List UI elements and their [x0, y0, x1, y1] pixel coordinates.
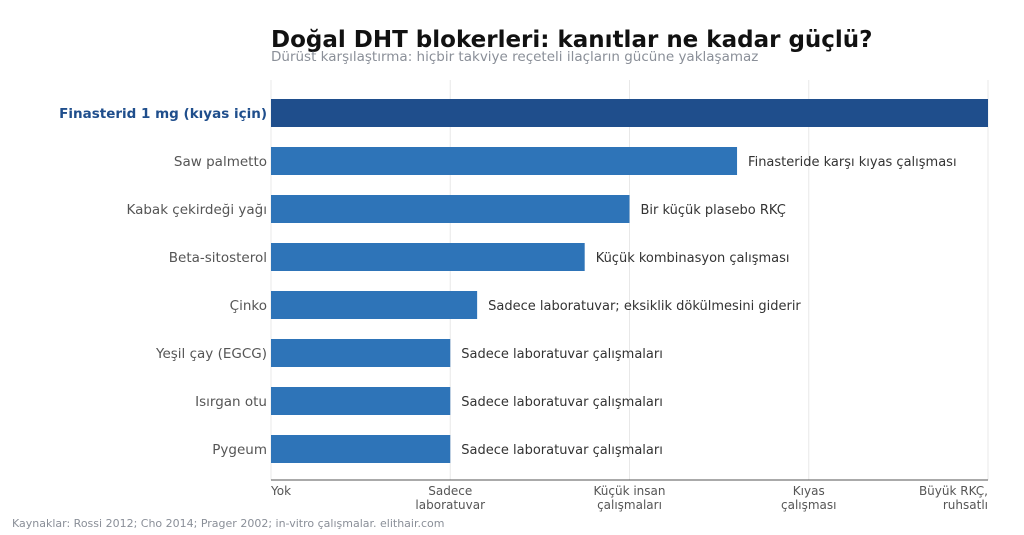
bar-2 — [271, 195, 630, 223]
category-label-0: Finasterid 1 mg (kıyas için) — [59, 106, 267, 122]
category-label-5: Yeşil çay (EGCG) — [155, 346, 267, 362]
x-tick-label-2: Küçük insan çalışmaları — [594, 484, 666, 512]
bar-annotation-4: Sadece laboratuvar; eksiklik dökülmesini… — [488, 299, 801, 314]
bar-1 — [271, 147, 738, 175]
category-label-6: Isırgan otu — [195, 394, 267, 410]
source-footer: Kaynaklar: Rossi 2012; Cho 2014; Prager … — [12, 517, 445, 530]
bar-annotation-3: Küçük kombinasyon çalışması — [596, 251, 790, 266]
category-label-4: Çinko — [230, 298, 267, 314]
bar-7 — [271, 435, 451, 463]
category-label-1: Saw palmetto — [174, 154, 267, 170]
x-tick-label-1: Sadece laboratuvar — [415, 484, 485, 512]
chart-subtitle: Dürüst karşılaştırma: hiçbir takviye reç… — [271, 49, 759, 65]
bar-6 — [271, 387, 451, 415]
x-tick-label-4: Büyük RKÇ, ruhsatlı — [919, 484, 988, 512]
bar-annotation-7: Sadece laboratuvar çalışmaları — [461, 443, 663, 458]
bar-annotation-2: Bir küçük plasebo RKÇ — [641, 203, 786, 218]
bar-5 — [271, 339, 451, 367]
bar-0 — [271, 99, 988, 127]
category-label-2: Kabak çekirdeği yağı — [126, 202, 267, 218]
bar-3 — [271, 243, 585, 271]
category-label-3: Beta-sitosterol — [169, 250, 267, 266]
bar-annotation-1: Finasteride karşı kıyas çalışması — [748, 155, 957, 170]
bar-annotation-5: Sadece laboratuvar çalışmaları — [461, 347, 663, 362]
category-label-7: Pygeum — [212, 442, 267, 458]
bar-4 — [271, 291, 478, 319]
x-tick-label-3: Kıyas çalışması — [781, 484, 837, 512]
x-tick-label-0: Yok — [270, 484, 291, 498]
bar-annotation-6: Sadece laboratuvar çalışmaları — [461, 395, 663, 410]
chart-title: Doğal DHT blokerleri: kanıtlar ne kadar … — [271, 27, 873, 53]
